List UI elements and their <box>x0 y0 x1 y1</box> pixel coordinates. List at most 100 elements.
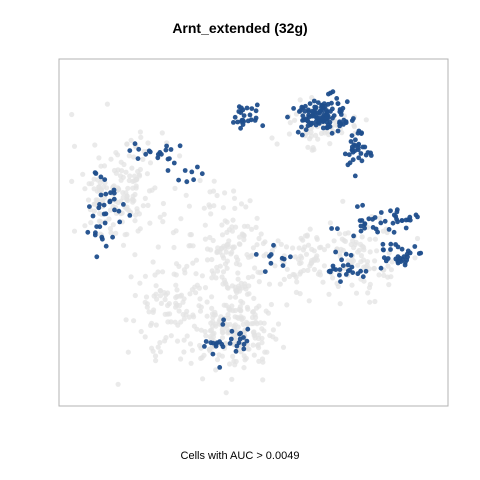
high-auc-cell-point <box>382 218 388 224</box>
background-cell-point <box>191 314 197 320</box>
high-auc-cell-point <box>96 205 102 211</box>
background-cell-point <box>186 243 192 249</box>
high-auc-cell-point <box>412 244 418 249</box>
high-auc-cell-point <box>155 155 161 161</box>
background-cell-point <box>307 136 313 142</box>
background-cell-point <box>250 329 256 336</box>
background-cell-point <box>120 190 126 196</box>
background-cell-point <box>147 220 153 226</box>
high-auc-cell-point <box>324 119 330 125</box>
background-cell-point <box>82 186 88 192</box>
high-auc-cell-point <box>168 147 174 152</box>
high-auc-cell-point <box>102 177 108 183</box>
high-auc-cell-point <box>100 236 105 242</box>
background-cell-point <box>305 267 311 273</box>
background-cell-point <box>122 232 128 238</box>
background-cell-point <box>340 247 346 253</box>
background-cell-point <box>367 249 373 255</box>
background-cell-point <box>203 333 209 339</box>
background-cell-point <box>197 342 203 349</box>
background-cell-point <box>209 275 215 281</box>
high-auc-cell-point <box>350 149 356 155</box>
background-cell-point <box>173 261 180 267</box>
high-auc-cell-point <box>349 133 355 139</box>
background-cell-point <box>261 328 267 334</box>
background-cell-point <box>175 322 181 328</box>
background-cell-point <box>176 308 182 314</box>
background-cell-point <box>153 322 159 328</box>
background-cell-point <box>255 332 262 338</box>
background-cell-point <box>240 300 246 306</box>
background-cell-point <box>309 147 315 153</box>
background-cell-point <box>165 290 171 296</box>
background-cell-point <box>161 211 167 217</box>
background-cell-point <box>250 320 256 327</box>
high-auc-cell-point <box>299 124 304 130</box>
high-auc-cell-point <box>92 170 98 176</box>
background-cell-point <box>211 178 217 184</box>
high-auc-cell-point <box>143 151 149 157</box>
background-cell-point <box>189 347 195 353</box>
background-cell-point <box>210 237 216 244</box>
background-cell-point <box>349 282 355 288</box>
high-auc-cell-point <box>303 127 309 133</box>
background-cell-point <box>224 284 230 291</box>
background-cell-point <box>268 301 274 308</box>
background-cell-point <box>241 365 247 371</box>
background-cell-point <box>290 245 296 251</box>
background-cell-point <box>253 224 259 230</box>
background-cell-point <box>337 251 343 257</box>
background-cell-point <box>224 242 230 248</box>
background-cell-point <box>210 188 217 194</box>
background-cell-point <box>254 321 260 327</box>
background-cell-point <box>98 163 104 169</box>
high-auc-cell-point <box>203 339 209 344</box>
background-cell-point <box>132 218 138 224</box>
background-cell-point <box>155 269 161 275</box>
high-auc-cell-point <box>337 109 343 115</box>
background-cell-point <box>115 199 121 206</box>
high-auc-cell-point <box>308 120 314 126</box>
background-cell-point <box>137 280 143 286</box>
background-cell-point <box>250 342 256 348</box>
background-cell-point <box>331 238 337 244</box>
background-cell-point <box>178 356 184 362</box>
background-cell-point <box>223 249 229 255</box>
high-auc-cell-point <box>199 171 205 177</box>
high-auc-cell-point <box>248 117 254 123</box>
background-cell-point <box>135 168 141 175</box>
background-cell-point <box>221 277 227 283</box>
high-auc-cell-point <box>116 208 122 214</box>
background-cell-point <box>380 228 386 234</box>
high-auc-cell-point <box>358 228 364 234</box>
background-cell-point <box>178 216 184 222</box>
background-cell-point <box>414 235 421 242</box>
background-cell-point <box>388 267 394 273</box>
background-cell-point <box>339 130 345 136</box>
background-cell-point <box>121 161 127 168</box>
background-cell-point <box>314 253 320 259</box>
background-cell-point <box>240 232 246 238</box>
background-cell-point <box>115 381 121 387</box>
background-cell-point <box>129 165 135 171</box>
background-cell-point <box>258 269 264 275</box>
background-cell-point <box>377 215 383 221</box>
high-auc-cell-point <box>351 233 356 239</box>
high-auc-cell-point <box>320 125 326 131</box>
background-cell-point <box>412 255 418 261</box>
high-auc-cell-point <box>340 263 346 268</box>
high-auc-cell-point <box>378 265 384 271</box>
background-cell-point <box>256 235 262 242</box>
high-auc-cell-point <box>362 225 367 231</box>
high-auc-cell-point <box>355 147 361 153</box>
high-auc-cell-point <box>335 101 341 106</box>
background-cell-point <box>86 181 92 187</box>
high-auc-cell-point <box>182 168 188 173</box>
high-auc-cell-point <box>345 262 351 268</box>
background-cell-point <box>223 390 229 396</box>
high-auc-cell-point <box>335 226 340 232</box>
background-cell-point <box>107 207 113 213</box>
background-cell-point <box>235 276 241 282</box>
background-cell-point <box>286 273 293 280</box>
high-auc-cell-point <box>343 251 349 257</box>
